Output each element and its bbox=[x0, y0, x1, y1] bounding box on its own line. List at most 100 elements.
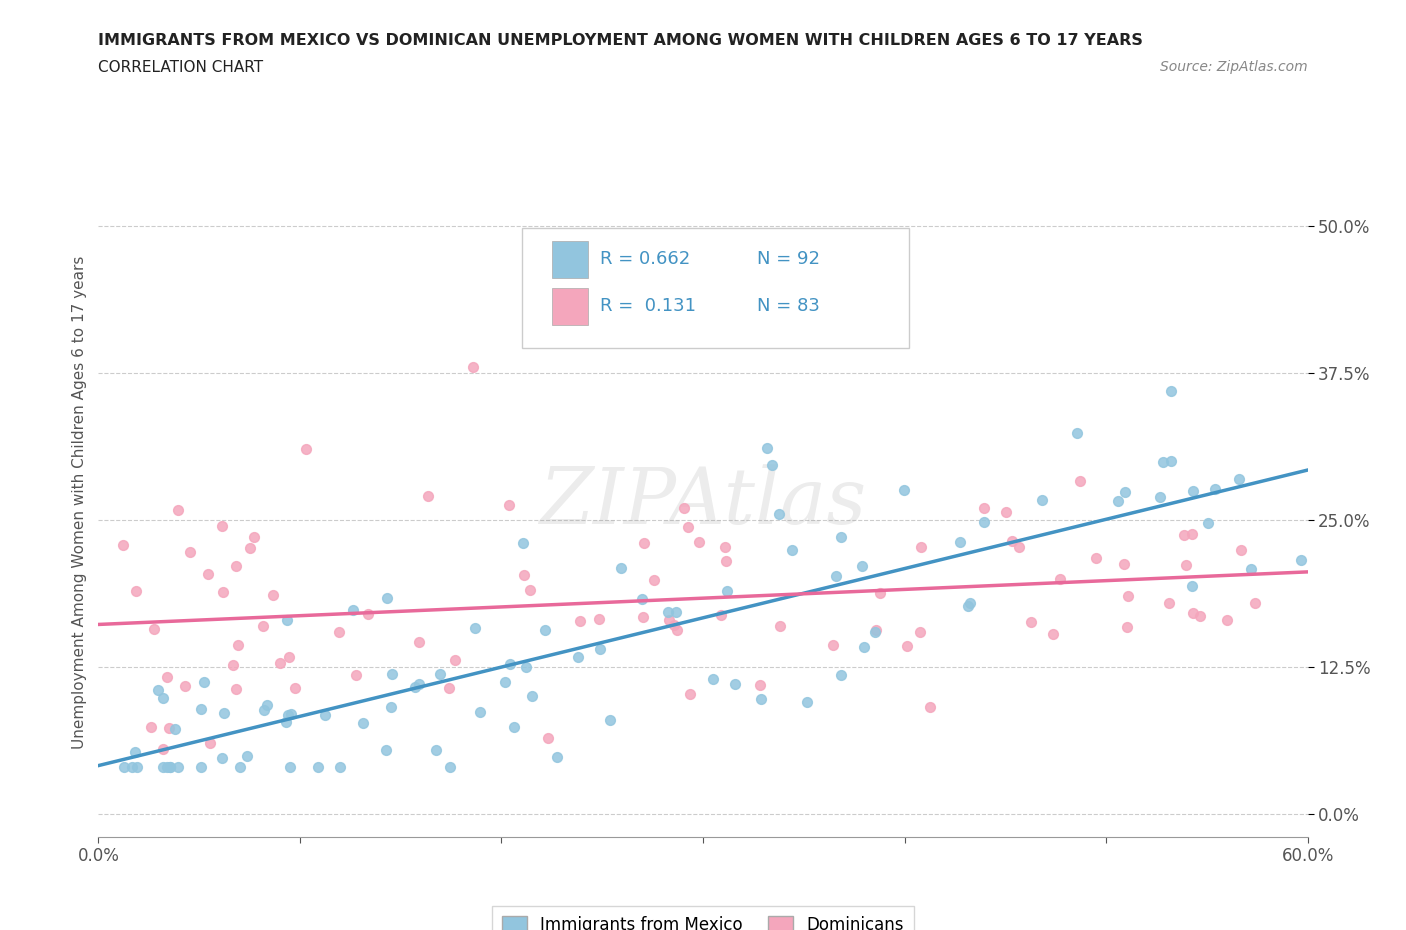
Point bbox=[678, 520, 700, 535]
Point bbox=[190, 701, 212, 716]
Text: N = 83: N = 83 bbox=[758, 297, 820, 315]
Text: IMMIGRANTS FROM MEXICO VS DOMINICAN UNEMPLOYMENT AMONG WOMEN WITH CHILDREN AGES : IMMIGRANTS FROM MEXICO VS DOMINICAN UNEM… bbox=[98, 33, 1143, 47]
Point bbox=[1160, 383, 1182, 398]
Point bbox=[1069, 473, 1091, 488]
Point bbox=[314, 708, 336, 723]
Point bbox=[515, 659, 537, 674]
Point bbox=[713, 539, 735, 554]
Point bbox=[959, 595, 981, 610]
Point bbox=[190, 759, 212, 774]
Point bbox=[425, 743, 447, 758]
Point bbox=[125, 759, 148, 774]
Point bbox=[863, 625, 886, 640]
Point bbox=[468, 705, 491, 720]
Point bbox=[498, 498, 520, 512]
Point bbox=[222, 658, 245, 672]
Point bbox=[666, 623, 689, 638]
Point bbox=[724, 676, 747, 691]
Point bbox=[796, 695, 818, 710]
Point bbox=[513, 567, 536, 582]
Point bbox=[716, 583, 738, 598]
Point bbox=[243, 529, 266, 544]
Point bbox=[1216, 613, 1239, 628]
Point bbox=[1181, 578, 1204, 593]
Point bbox=[1084, 551, 1107, 565]
FancyBboxPatch shape bbox=[551, 288, 588, 325]
Point bbox=[853, 640, 876, 655]
Point bbox=[439, 759, 461, 774]
Point bbox=[893, 483, 915, 498]
Point bbox=[146, 683, 169, 698]
Point bbox=[1244, 595, 1267, 610]
Point bbox=[503, 720, 526, 735]
Point bbox=[212, 706, 235, 721]
Point bbox=[159, 721, 181, 736]
Point bbox=[533, 622, 555, 637]
Point bbox=[143, 622, 166, 637]
Point bbox=[546, 750, 568, 764]
Point bbox=[278, 649, 301, 664]
Point bbox=[1157, 596, 1180, 611]
Point bbox=[274, 714, 297, 729]
Point bbox=[1107, 494, 1129, 509]
Point bbox=[630, 591, 652, 606]
Point bbox=[1042, 627, 1064, 642]
Point bbox=[702, 671, 724, 686]
Text: R = 0.662: R = 0.662 bbox=[600, 250, 690, 268]
Point bbox=[352, 715, 374, 730]
Point bbox=[152, 759, 174, 774]
Point bbox=[380, 700, 402, 715]
Point bbox=[111, 538, 134, 552]
Point bbox=[1049, 571, 1071, 586]
Point bbox=[865, 622, 887, 637]
Point bbox=[520, 688, 543, 703]
Point bbox=[124, 583, 146, 598]
Point bbox=[1173, 527, 1195, 542]
Point bbox=[225, 682, 247, 697]
Point bbox=[404, 680, 426, 695]
Point bbox=[159, 759, 181, 774]
Point bbox=[1152, 455, 1174, 470]
Point bbox=[673, 500, 696, 515]
Text: R =  0.131: R = 0.131 bbox=[600, 297, 696, 315]
Point bbox=[197, 566, 219, 581]
Point bbox=[599, 712, 621, 727]
Text: CORRELATION CHART: CORRELATION CHART bbox=[98, 60, 263, 75]
Point bbox=[714, 553, 737, 568]
Point bbox=[910, 539, 932, 554]
Point bbox=[236, 749, 259, 764]
Point bbox=[1189, 608, 1212, 623]
Point bbox=[512, 536, 534, 551]
Point bbox=[1114, 557, 1136, 572]
Point bbox=[658, 613, 681, 628]
Point bbox=[956, 598, 979, 613]
Point bbox=[212, 584, 235, 599]
Text: N = 92: N = 92 bbox=[758, 250, 821, 268]
Point bbox=[121, 759, 143, 774]
Point bbox=[910, 624, 932, 639]
Point bbox=[1240, 562, 1263, 577]
Legend: Immigrants from Mexico, Dominicans: Immigrants from Mexico, Dominicans bbox=[492, 906, 914, 930]
Point bbox=[768, 506, 790, 521]
Point bbox=[416, 489, 439, 504]
Point bbox=[329, 759, 352, 774]
Text: ZIPAtlas: ZIPAtlas bbox=[540, 464, 866, 540]
Point bbox=[1230, 543, 1253, 558]
Point bbox=[830, 668, 852, 683]
Point bbox=[780, 543, 803, 558]
Point bbox=[1181, 605, 1204, 620]
Point bbox=[277, 708, 299, 723]
Point bbox=[678, 686, 700, 701]
Point bbox=[252, 618, 274, 633]
Point bbox=[239, 541, 262, 556]
Point bbox=[537, 731, 560, 746]
Point bbox=[124, 745, 146, 760]
Point bbox=[1160, 453, 1182, 468]
Point bbox=[328, 625, 350, 640]
Point bbox=[280, 707, 302, 722]
Point bbox=[519, 582, 541, 597]
Point bbox=[851, 558, 873, 573]
Point bbox=[756, 441, 779, 456]
Point bbox=[225, 559, 247, 574]
FancyBboxPatch shape bbox=[522, 228, 908, 348]
